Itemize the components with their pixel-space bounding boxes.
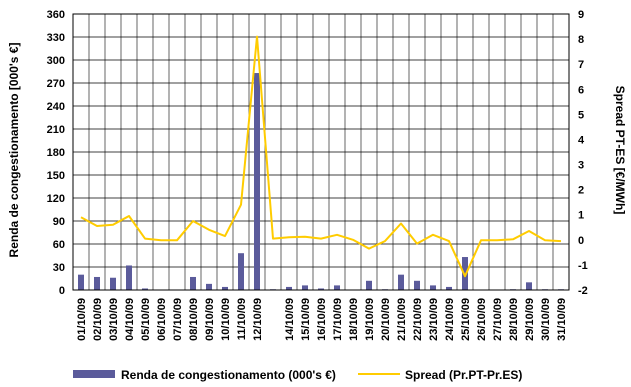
- x-tick-label: 29/10/09: [524, 298, 536, 341]
- bar: [462, 257, 468, 290]
- x-tick-label: 05/10/09: [140, 298, 152, 341]
- bar: [206, 283, 212, 290]
- bar: [254, 73, 260, 291]
- legend-label-line: Spread (Pr.PT-Pr.ES): [405, 368, 522, 382]
- y2-tick-label: 8: [578, 34, 584, 46]
- bar: [126, 265, 132, 290]
- bar: [190, 276, 196, 290]
- x-tick-label: 31/10/09: [556, 298, 568, 341]
- bar: [110, 277, 116, 290]
- y-tick-label: 240: [47, 101, 65, 113]
- spread-line: [80, 35, 562, 278]
- bar: [366, 280, 372, 290]
- x-tick-label: 27/10/09: [492, 298, 504, 341]
- y2-tick-label: 3: [578, 160, 584, 172]
- x-tick-label: 02/10/09: [92, 298, 104, 341]
- x-tick-label: 26/10/09: [476, 298, 488, 341]
- y-tick-label: 210: [47, 124, 65, 136]
- y2-tick-label: 5: [578, 109, 584, 121]
- bar: [430, 285, 436, 290]
- y2-tick-label: 2: [578, 185, 584, 197]
- y-tick-label: 0: [59, 285, 65, 297]
- x-tick-label: 20/10/09: [380, 298, 392, 341]
- y-tick-label: 360: [47, 9, 65, 21]
- bar: [222, 286, 228, 290]
- y2-tick-label: -1: [578, 260, 588, 272]
- left-axis-ticks: 0 30 60 90 120 150 180 210 240 270 300 330 360: [47, 9, 65, 297]
- x-tick-label: 17/10/09: [332, 298, 344, 341]
- right-axis-ticks: -2 -1 0 1 2 3 4 5 6 7 8 9: [578, 9, 588, 297]
- x-tick-label: 08/10/09: [188, 298, 200, 341]
- bar: [238, 253, 244, 290]
- x-tick-label: 12/10/09: [252, 298, 264, 341]
- bar: [142, 288, 148, 290]
- x-tick-label: 22/10/09: [412, 298, 424, 341]
- bar-series: [78, 73, 564, 291]
- y2-tick-label: 7: [578, 59, 584, 71]
- x-tick-label: 06/10/09: [156, 298, 168, 341]
- x-tick-label: 07/10/09: [172, 298, 184, 341]
- legend: Renda de congestionamento (000's €) Spre…: [73, 368, 522, 382]
- x-tick-label: 04/10/09: [124, 298, 136, 341]
- bar: [302, 285, 308, 290]
- x-tick-label: 15/10/09: [300, 298, 312, 341]
- bar: [78, 274, 84, 290]
- x-axis-ticks: 01/10/09 02/10/09 03/10/09 04/10/09 05/10/09…: [76, 298, 568, 341]
- bar: [398, 274, 404, 290]
- bar: [318, 288, 324, 290]
- line-series: [80, 35, 562, 278]
- y2-tick-label: 6: [578, 84, 584, 96]
- y-tick-label: 300: [47, 55, 65, 67]
- x-tick-label: 19/10/09: [364, 298, 376, 341]
- x-tick-label: 14/10/09: [284, 298, 296, 341]
- y2-tick-label: 9: [578, 9, 584, 21]
- y2-axis-title: Spread PT-ES [€/MWh]: [613, 86, 627, 215]
- x-tick-label: 09/10/09: [204, 298, 216, 341]
- x-tick-label: 03/10/09: [108, 298, 120, 341]
- bar: [446, 286, 452, 290]
- grid: [72, 13, 570, 291]
- y-tick-label: 120: [47, 193, 65, 205]
- bar: [414, 280, 420, 290]
- bar: [334, 285, 340, 290]
- x-tick-label: 23/10/09: [428, 298, 440, 341]
- y2-tick-label: 1: [578, 210, 584, 222]
- y2-tick-label: 0: [578, 235, 584, 247]
- x-tick-label: 21/10/09: [396, 298, 408, 341]
- x-tick-label: 01/10/09: [76, 298, 88, 341]
- y2-tick-label: -2: [578, 285, 588, 297]
- x-tick-label: 18/10/09: [348, 298, 360, 341]
- x-tick-label: 28/10/09: [508, 298, 520, 341]
- bar: [526, 282, 532, 290]
- y-tick-label: 90: [53, 216, 65, 228]
- legend-swatch-bar: [73, 370, 115, 378]
- y2-tick-label: 4: [578, 134, 585, 146]
- x-tick-label: 16/10/09: [316, 298, 328, 341]
- y-tick-label: 180: [47, 147, 65, 159]
- bar: [94, 276, 100, 290]
- legend-label-bar: Renda de congestionamento (000's €): [121, 368, 336, 382]
- y-tick-label: 330: [47, 32, 65, 44]
- axes: [72, 13, 570, 291]
- x-tick-label: 30/10/09: [540, 298, 552, 341]
- x-tick-label: 10/10/09: [220, 298, 232, 341]
- y-tick-label: 60: [53, 239, 65, 251]
- y-tick-label: 30: [53, 262, 65, 274]
- y-tick-label: 270: [47, 78, 65, 90]
- plot-frame: [72, 13, 570, 291]
- x-tick-label: 11/10/09: [236, 298, 248, 340]
- y-tick-label: 150: [47, 170, 65, 182]
- x-tick-label: 25/10/09: [460, 298, 472, 341]
- y-axis-title: Renda de congestionamento [000's €]: [7, 43, 21, 258]
- bar: [286, 286, 292, 290]
- x-tick-label: 24/10/09: [444, 298, 456, 341]
